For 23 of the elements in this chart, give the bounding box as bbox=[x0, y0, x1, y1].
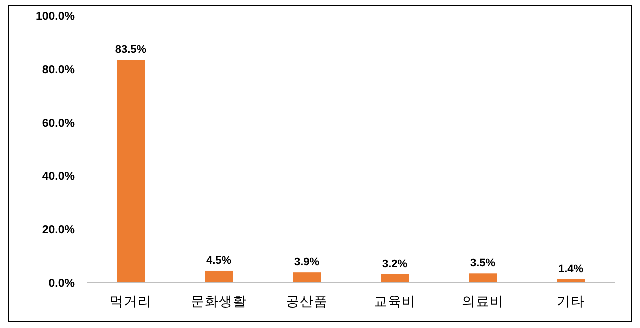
data-label: 4.5% bbox=[206, 254, 232, 267]
x-tick-label: 기타 bbox=[557, 294, 585, 309]
y-tick-label: 100.0% bbox=[36, 11, 75, 23]
y-tick-label: 80.0% bbox=[42, 64, 75, 76]
bar bbox=[293, 272, 321, 283]
x-tick-label: 교육비 bbox=[374, 294, 416, 309]
y-tick-label: 40.0% bbox=[42, 171, 75, 184]
bar bbox=[469, 274, 497, 283]
data-label: 3.2% bbox=[382, 258, 408, 270]
x-tick-label: 공산품 bbox=[286, 294, 328, 309]
x-tick-label: 먹거리 bbox=[110, 294, 152, 309]
x-tick-label: 문화생활 bbox=[191, 294, 247, 309]
y-tick-label: 20.0% bbox=[42, 224, 75, 237]
y-tick-label: 0.0% bbox=[48, 278, 75, 290]
data-label: 3.5% bbox=[470, 258, 496, 270]
bar bbox=[381, 274, 409, 283]
data-label: 83.5% bbox=[115, 44, 147, 56]
y-tick-label: 60.0% bbox=[42, 118, 75, 130]
data-label: 1.4% bbox=[558, 263, 584, 276]
bar bbox=[117, 60, 145, 283]
data-label: 3.9% bbox=[294, 256, 320, 269]
bar bbox=[205, 270, 233, 283]
x-tick-label: 의료비 bbox=[462, 294, 504, 309]
